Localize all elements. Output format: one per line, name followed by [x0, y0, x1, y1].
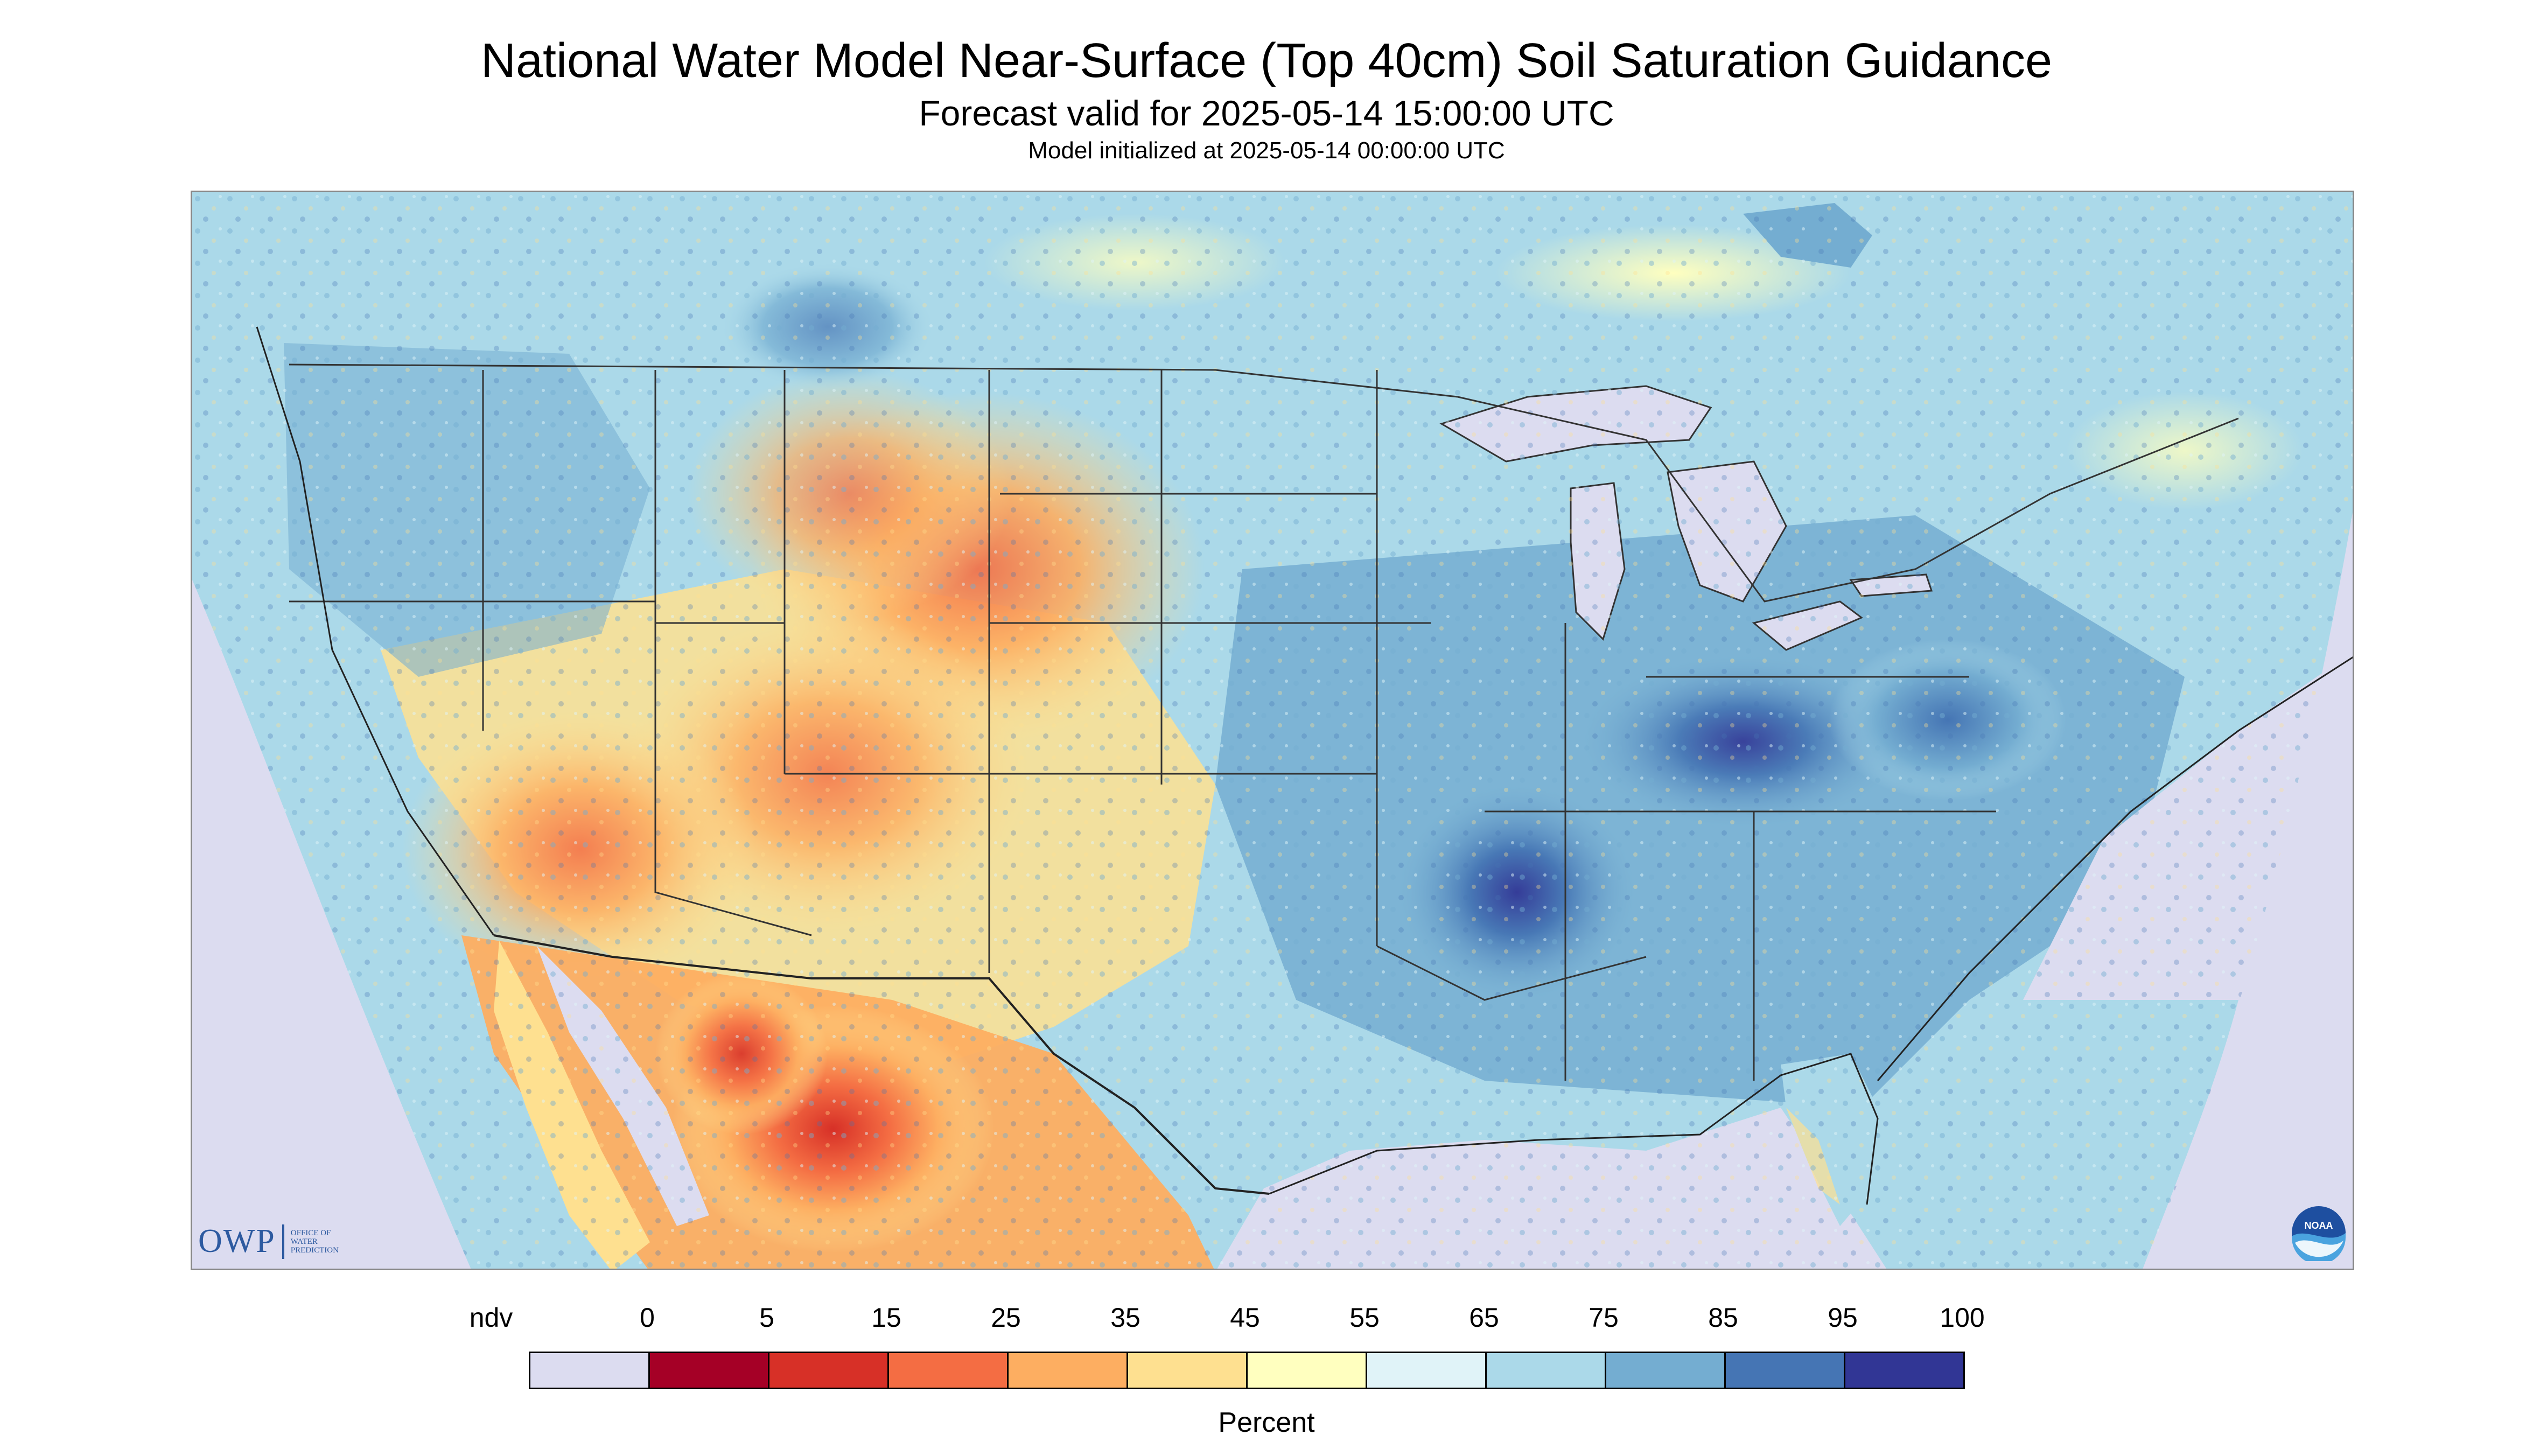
colorbar-swatch	[769, 1353, 889, 1388]
owp-logo-subtext: OFFICE OF WATER PREDICTION	[290, 1228, 339, 1255]
colorbar-tick-label: 15	[871, 1303, 901, 1333]
colorbar-swatch	[1487, 1353, 1606, 1388]
map-title: National Water Model Near-Surface (Top 4…	[480, 34, 2052, 88]
state-boundaries	[289, 363, 2239, 1081]
colorbar-tick-label: 0	[640, 1303, 655, 1333]
country-boundary	[493, 934, 1270, 1195]
colorbar-swatch	[650, 1353, 769, 1388]
model-init-time: Model initialized at 2025-05-14 00:00:00…	[1028, 137, 1505, 164]
colorbar-swatch	[1367, 1353, 1487, 1388]
colorbar-tick-label: 55	[1349, 1303, 1380, 1333]
noaa-logo: NOAA	[2292, 1206, 2346, 1261]
colorbar-tick-label: 85	[1708, 1303, 1738, 1333]
noaa-logo-text: NOAA	[2305, 1220, 2333, 1231]
colorbar	[529, 1352, 1965, 1389]
colorbar-tick-label: 65	[1469, 1303, 1499, 1333]
colorbar-tick-label: 75	[1589, 1303, 1619, 1333]
coastline	[256, 326, 2353, 1205]
forecast-valid-time: Forecast valid for 2025-05-14 15:00:00 U…	[919, 93, 1614, 133]
colorbar-tick-label: ndv	[469, 1303, 513, 1333]
colorbar-swatch	[1128, 1353, 1248, 1388]
owp-logo: OWP OFFICE OF WATER PREDICTION	[198, 1222, 339, 1261]
colorbar-tick-label: 45	[1230, 1303, 1260, 1333]
colorbar-swatch	[889, 1353, 1009, 1388]
colorbar-tick-label: 95	[1828, 1303, 1858, 1333]
owp-logo-divider	[282, 1224, 284, 1259]
colorbar-swatch	[1248, 1353, 1367, 1388]
colorbar-swatch	[1606, 1353, 1726, 1388]
owp-logo-text: OWP	[198, 1223, 276, 1259]
colorbar-tick-label: 5	[759, 1303, 774, 1333]
colorbar-swatch	[530, 1353, 650, 1388]
colorbar-swatch	[1845, 1353, 1963, 1388]
colorbar-swatch	[1009, 1353, 1128, 1388]
colorbar-swatch	[1726, 1353, 1845, 1388]
colorbar-tick-label: 25	[991, 1303, 1021, 1333]
colorbar-tick-label: 35	[1110, 1303, 1140, 1333]
soil-saturation-map	[191, 191, 2354, 1270]
colorbar-units-label: Percent	[1218, 1407, 1315, 1438]
colorbar-tick-label: 100	[1940, 1303, 1985, 1333]
